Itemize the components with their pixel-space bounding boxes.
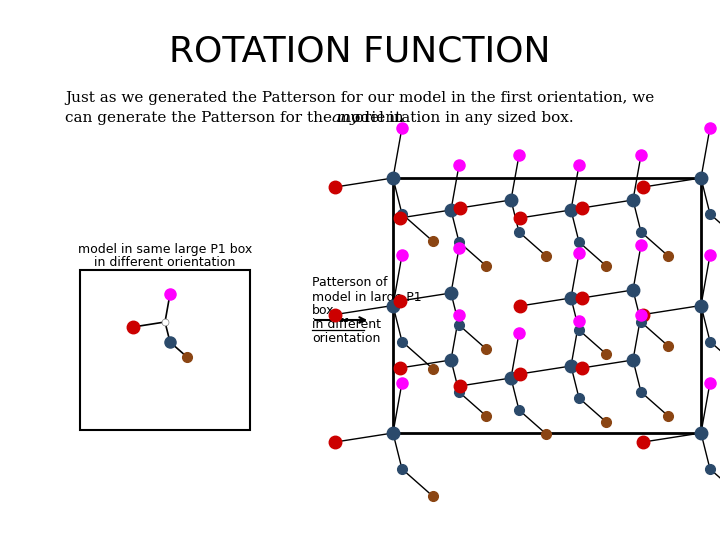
- Text: any: any: [331, 111, 359, 125]
- Text: orientation in any sized box.: orientation in any sized box.: [350, 111, 574, 125]
- Text: in different orientation: in different orientation: [94, 256, 235, 269]
- Text: Just as we generated the Patterson for our model in the first orientation, we: Just as we generated the Patterson for o…: [65, 91, 654, 105]
- Text: ROTATION FUNCTION: ROTATION FUNCTION: [169, 35, 551, 69]
- Text: Patterson of: Patterson of: [312, 276, 387, 289]
- Bar: [80, 270, 250, 430]
- Text: model in large P1: model in large P1: [312, 291, 422, 303]
- Text: in different: in different: [312, 319, 381, 332]
- Text: box: box: [312, 305, 335, 318]
- Text: model in same large P1 box: model in same large P1 box: [78, 244, 252, 256]
- Text: orientation: orientation: [312, 333, 380, 346]
- Text: can generate the Patterson for the model in: can generate the Patterson for the model…: [65, 111, 408, 125]
- Bar: [393, 178, 701, 433]
